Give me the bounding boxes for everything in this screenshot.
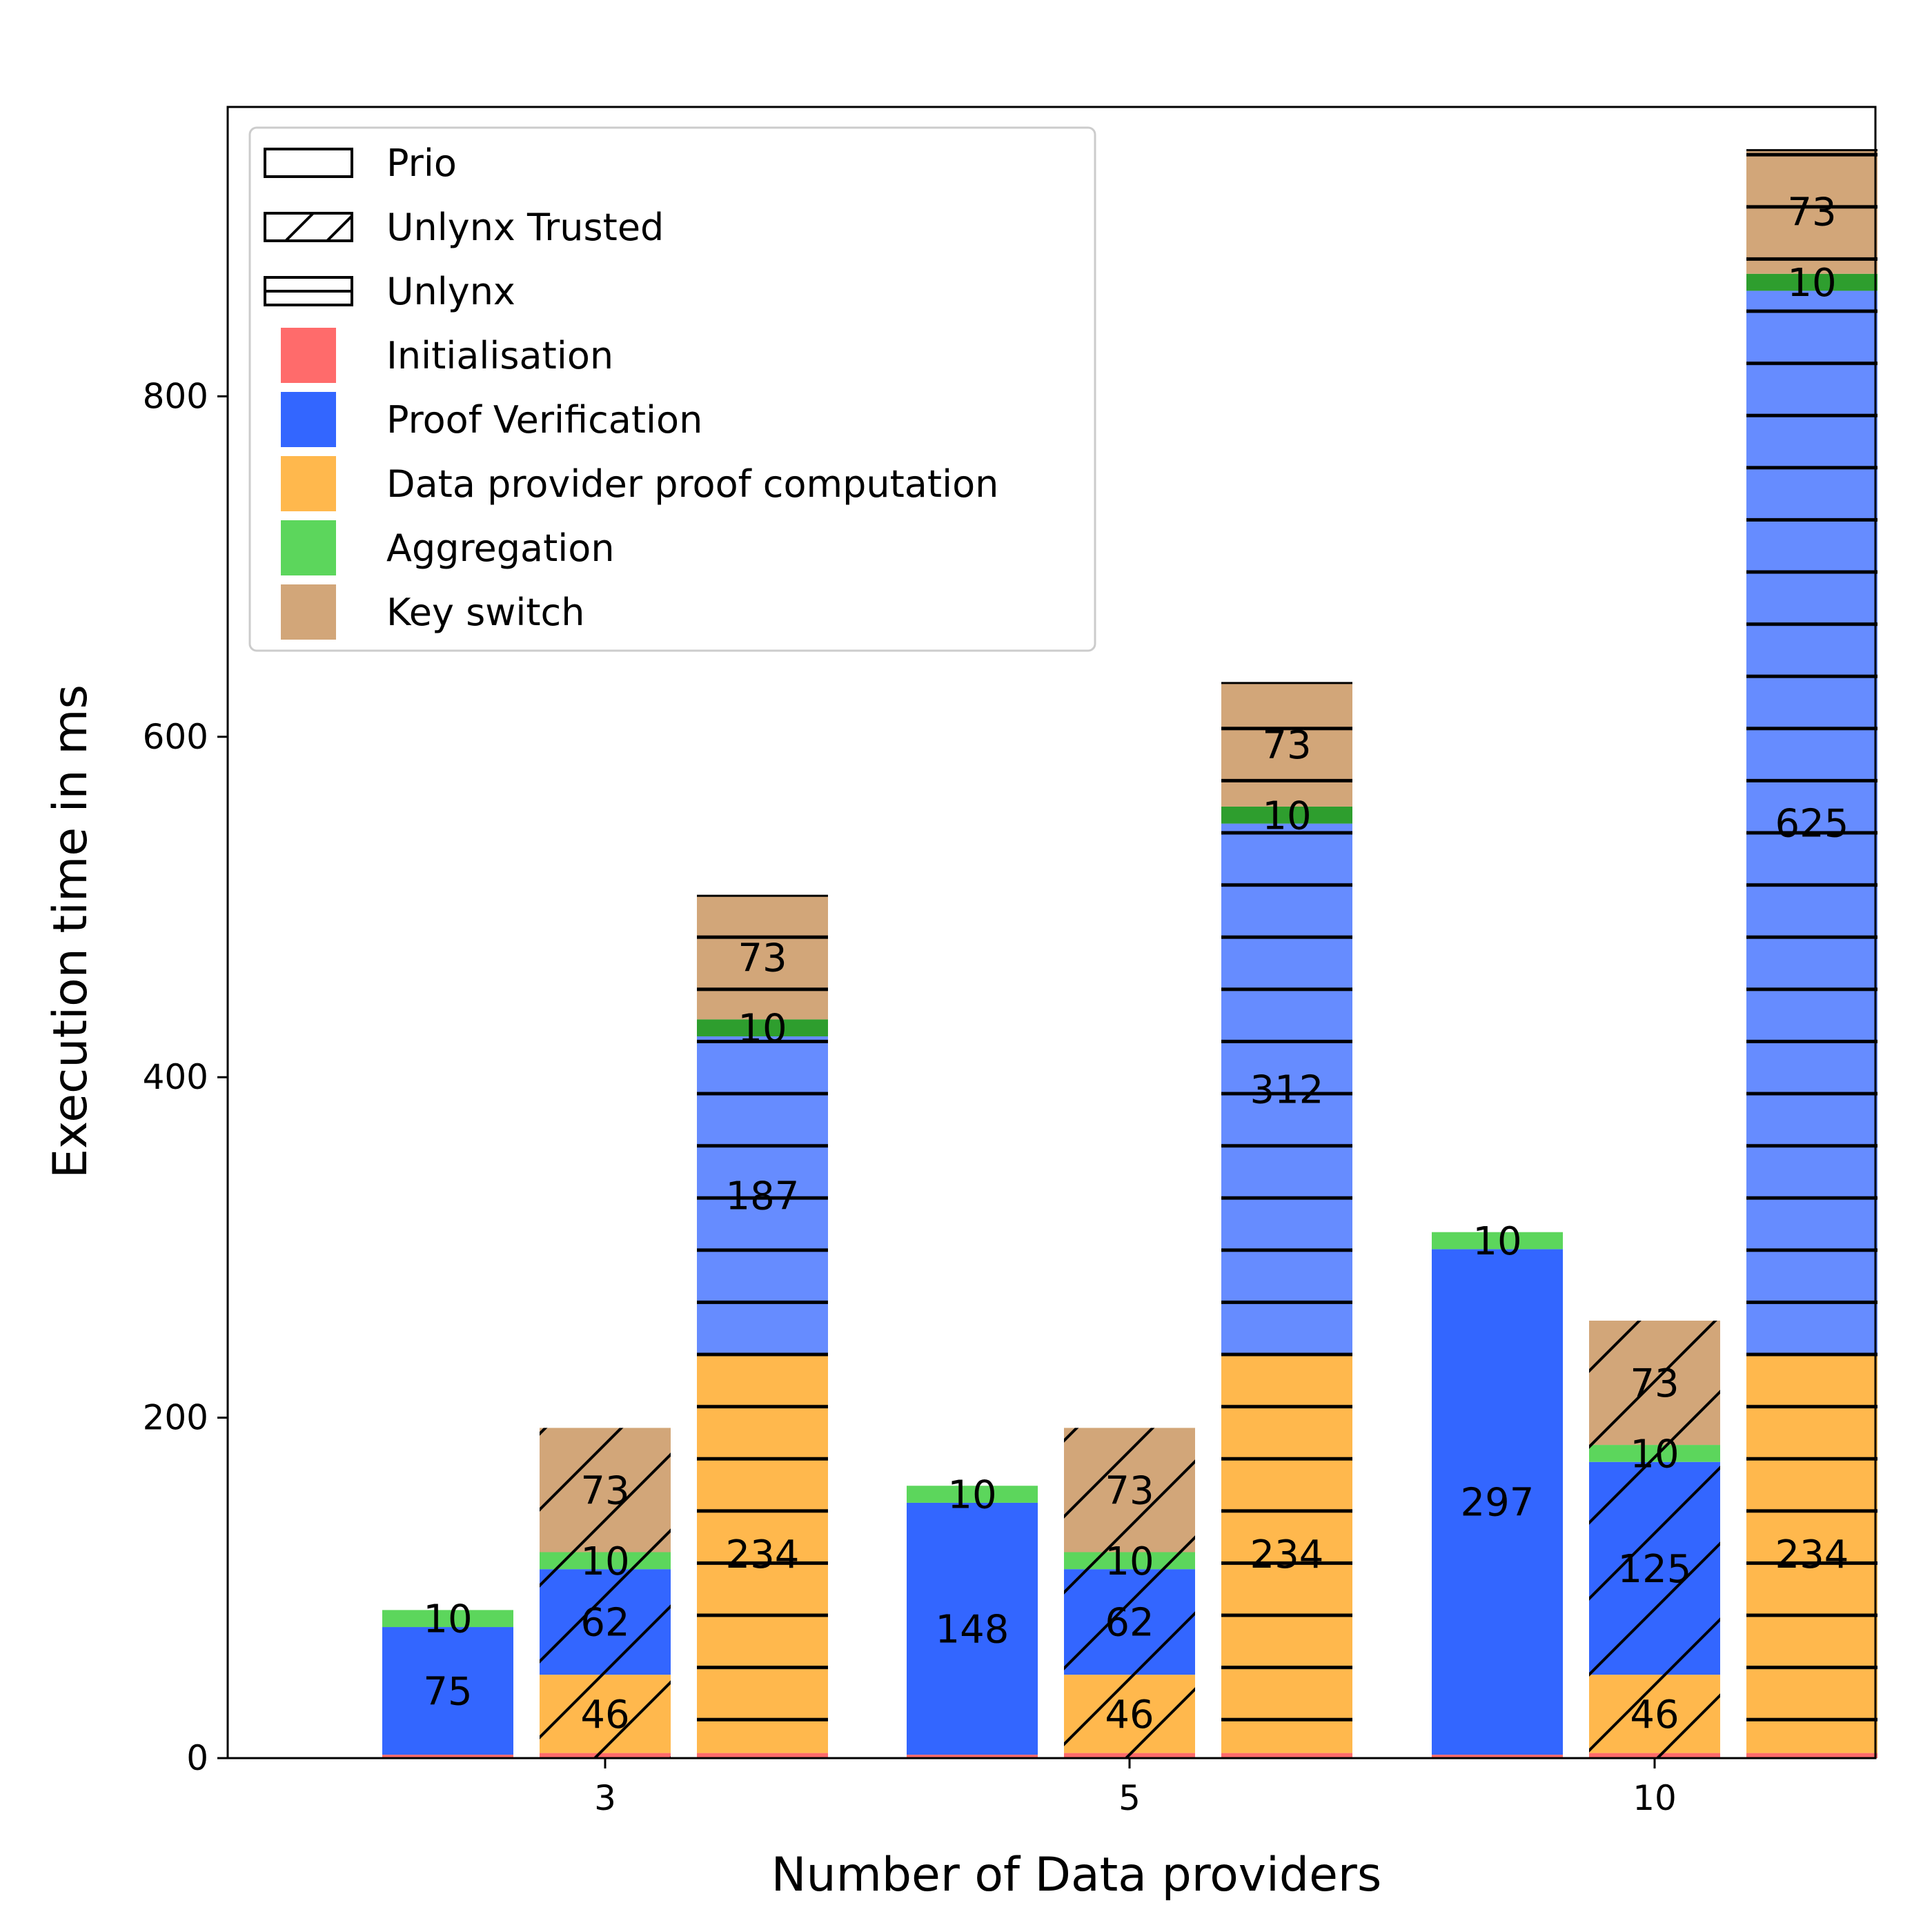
segment-label: 73 <box>738 936 787 980</box>
y-tick-label: 800 <box>143 376 208 416</box>
segment-label: 10 <box>1472 1219 1521 1264</box>
segment-label: 73 <box>1105 1468 1154 1513</box>
x-axis-title: Number of Data providers <box>771 1848 1382 1902</box>
segment-label: 10 <box>1630 1432 1679 1477</box>
legend-hatch <box>326 215 353 242</box>
segment-label: 234 <box>726 1532 800 1577</box>
segment-label: 10 <box>738 1007 787 1052</box>
legend-frame <box>248 126 1096 652</box>
legend-item-proof-verification: Proof Verification <box>281 392 702 447</box>
y-axis: 0 200 400 600 800 <box>143 376 228 1778</box>
hatch-overlay <box>1221 682 1352 1758</box>
bar-segment <box>382 1755 513 1758</box>
bar-10-prio <box>1432 1232 1563 1758</box>
bar-5-unlynx-trusted <box>1064 1428 1195 1758</box>
segment-label: 10 <box>580 1539 629 1584</box>
legend-item-initialisation: Initialisation <box>281 328 613 383</box>
bar-5-unlynx <box>1221 682 1352 1758</box>
segment-label: 75 <box>423 1670 472 1715</box>
segment-label: 312 <box>1250 1067 1324 1112</box>
bar-3-unlynx-trusted <box>540 1428 671 1758</box>
hatch-overlay <box>540 1428 671 1758</box>
legend-swatch <box>281 392 336 447</box>
bar-10-unlynx <box>1746 149 1877 1758</box>
bar-segment <box>1432 1232 1563 1250</box>
bars-layer <box>382 149 1877 1758</box>
legend-label: Key switch <box>386 591 584 634</box>
hatch-overlay <box>697 895 828 1758</box>
segment-label: 10 <box>1105 1539 1154 1584</box>
segment-label: 187 <box>726 1174 800 1219</box>
y-tick-label: 200 <box>143 1398 208 1438</box>
hatch-overlay <box>1746 149 1877 1758</box>
legend-item-unlynx-trusted: Unlynx Trusted <box>264 206 664 249</box>
plot-frame <box>226 106 1877 1759</box>
segment-label: 234 <box>1250 1532 1324 1577</box>
legend-swatch <box>264 148 353 178</box>
legend-label: Unlynx Trusted <box>386 206 664 249</box>
x-tick-label: 3 <box>594 1778 616 1818</box>
x-axis: 3 5 10 <box>594 1758 1677 1818</box>
segment-label: 625 <box>1775 801 1849 846</box>
bar-3-unlynx <box>697 894 828 1758</box>
legend-swatch <box>281 584 336 640</box>
y-tick-label: 0 <box>186 1738 208 1778</box>
legend-item-aggregation: Aggregation <box>281 520 615 575</box>
bar-segment <box>907 1755 1038 1758</box>
hatch-overlay <box>1589 1320 1720 1758</box>
segment-label: 125 <box>1618 1547 1692 1592</box>
segment-labels: 75 10 46 62 10 73 234 187 10 73 148 10 46 62 10 73 234 31… <box>423 190 1849 1737</box>
bar-segment <box>907 1502 1038 1755</box>
segment-label: 10 <box>1262 793 1311 838</box>
bar-3-prio <box>382 1610 513 1758</box>
bar-segment <box>907 1486 1038 1503</box>
segment-label: 73 <box>1262 723 1311 768</box>
segment-label: 148 <box>936 1608 1009 1653</box>
segment-label: 73 <box>580 1468 629 1513</box>
segment-label: 10 <box>1787 261 1836 306</box>
bar-10-unlynx-trusted <box>1589 1320 1720 1758</box>
segment-label: 46 <box>580 1693 629 1737</box>
legend-swatch <box>281 456 336 511</box>
segment-label: 10 <box>423 1597 472 1642</box>
bar-5-prio <box>907 1486 1038 1758</box>
segment-label: 62 <box>1105 1601 1154 1646</box>
y-tick-label: 600 <box>143 717 208 757</box>
x-tick-label: 10 <box>1633 1778 1677 1818</box>
segment-label: 46 <box>1630 1693 1679 1737</box>
segment-label: 73 <box>1630 1361 1679 1406</box>
y-tick-label: 400 <box>143 1057 208 1097</box>
legend-swatch <box>281 520 336 575</box>
bar-segment <box>382 1610 513 1628</box>
legend-label: Prio <box>386 141 457 185</box>
segment-label: 234 <box>1775 1532 1849 1577</box>
x-tick-label: 5 <box>1118 1778 1141 1818</box>
legend-item-unlynx: Unlynx <box>264 270 515 313</box>
legend-item-prio: Prio <box>264 141 457 185</box>
legend-label: Proof Verification <box>386 398 702 442</box>
bar-segment <box>1432 1249 1563 1755</box>
segment-label: 10 <box>947 1473 996 1518</box>
segment-label: 73 <box>1787 190 1836 235</box>
legend-label: Unlynx <box>386 270 515 313</box>
hatch-overlay <box>1064 1428 1195 1758</box>
legend-label: Data provider proof computation <box>386 462 998 506</box>
bar-segment <box>382 1627 513 1755</box>
legend-item-data-provider-proof-computation: Data provider proof computation <box>281 456 998 511</box>
legend-item-key-switch: Key switch <box>281 584 584 640</box>
segment-label: 297 <box>1461 1481 1535 1526</box>
segment-label: 62 <box>580 1601 629 1646</box>
legend-label: Initialisation <box>386 334 613 377</box>
bar-segment <box>1432 1755 1563 1758</box>
y-axis-title: Execution time in ms <box>43 684 98 1179</box>
legend: Prio Unlynx Trusted Unlynx Initialisation Pr… <box>248 126 1096 652</box>
legend-label: Aggregation <box>386 526 615 570</box>
segment-label: 46 <box>1105 1693 1154 1737</box>
legend-swatch <box>281 328 336 383</box>
legend-hatch <box>284 212 315 242</box>
